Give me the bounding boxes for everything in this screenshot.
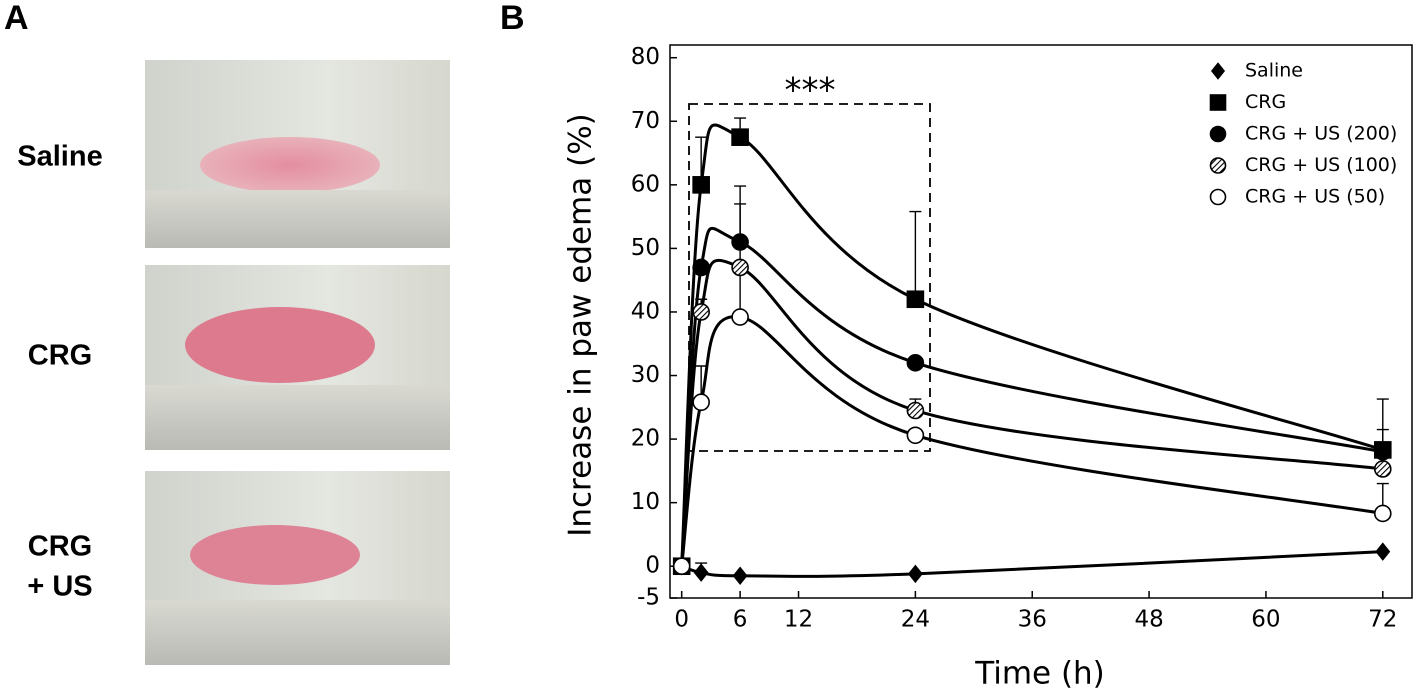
y-axis-label: Increase in paw edema (%) (563, 113, 599, 537)
y-tick-label: 60 (631, 171, 660, 197)
x-tick-label: 0 (674, 607, 689, 633)
marker (692, 393, 710, 412)
marker (1373, 504, 1392, 523)
x-tick-label: 36 (1018, 607, 1047, 633)
series-line (680, 226, 1384, 567)
marker (906, 401, 925, 420)
marker (1375, 542, 1391, 561)
x-tick-label: 6 (733, 607, 748, 633)
y-tick-label: 40 (631, 298, 660, 324)
marker (692, 176, 710, 194)
x-tick-label: 72 (1368, 607, 1397, 633)
marker (1373, 443, 1392, 461)
legend-label: CRG (1245, 91, 1286, 113)
plot-frame (669, 44, 1413, 599)
series-line (680, 315, 1384, 567)
y-tick-label: -5 (637, 585, 660, 611)
marker (906, 290, 925, 309)
error-bar (909, 210, 922, 300)
marker (693, 563, 709, 582)
x-axis-label: Time (h) (974, 656, 1105, 692)
photo-saline (145, 60, 450, 248)
row-label: + US (27, 571, 92, 603)
marker (692, 258, 710, 277)
x-tick-label: 12 (784, 607, 813, 633)
row-labels: Saline CRG CRG + US (17, 141, 102, 603)
marker (731, 233, 749, 251)
marker (672, 557, 691, 576)
x-tick-label: 60 (1251, 607, 1280, 633)
significance-box (688, 103, 931, 452)
legend-marker (1210, 62, 1226, 80)
x-tick-label: 24 (901, 607, 930, 633)
legend-marker (1209, 188, 1227, 206)
legend-marker (1209, 125, 1227, 143)
y-tick-label: 80 (631, 44, 660, 70)
series-line (681, 550, 1383, 578)
y-tick-label: 30 (631, 362, 660, 388)
marker (906, 354, 925, 372)
panel-label: B (500, 0, 525, 37)
marker (1373, 460, 1392, 478)
marker (732, 566, 748, 586)
marker (907, 564, 923, 584)
row-label: CRG (28, 531, 92, 563)
marker (731, 128, 749, 146)
legend-label: Saline (1245, 60, 1303, 82)
marker (692, 303, 710, 321)
legend-marker (1209, 94, 1227, 111)
marker (731, 258, 749, 277)
photo-crg-us (145, 471, 450, 665)
legend-label: CRG + US (50) (1245, 186, 1385, 208)
photo-crg (145, 265, 450, 450)
row-label: CRG (28, 340, 92, 372)
marker (731, 308, 749, 326)
annotation: *** (785, 71, 836, 111)
marker (906, 426, 925, 445)
x-tick-label: 48 (1134, 607, 1163, 633)
row-label: Saline (17, 141, 102, 173)
series-line (680, 258, 1383, 567)
y-tick-label: 0 (645, 553, 660, 579)
legend-label: CRG + US (100) (1245, 154, 1397, 176)
y-tick-label: 50 (631, 235, 660, 261)
y-tick-label: 20 (631, 426, 660, 452)
legend-marker (1209, 157, 1227, 174)
legend-label: CRG + US (200) (1245, 123, 1397, 145)
series-line (680, 123, 1384, 567)
y-tick-label: 70 (631, 108, 660, 134)
y-tick-label: 10 (631, 489, 660, 515)
panel-label: A (4, 0, 29, 37)
